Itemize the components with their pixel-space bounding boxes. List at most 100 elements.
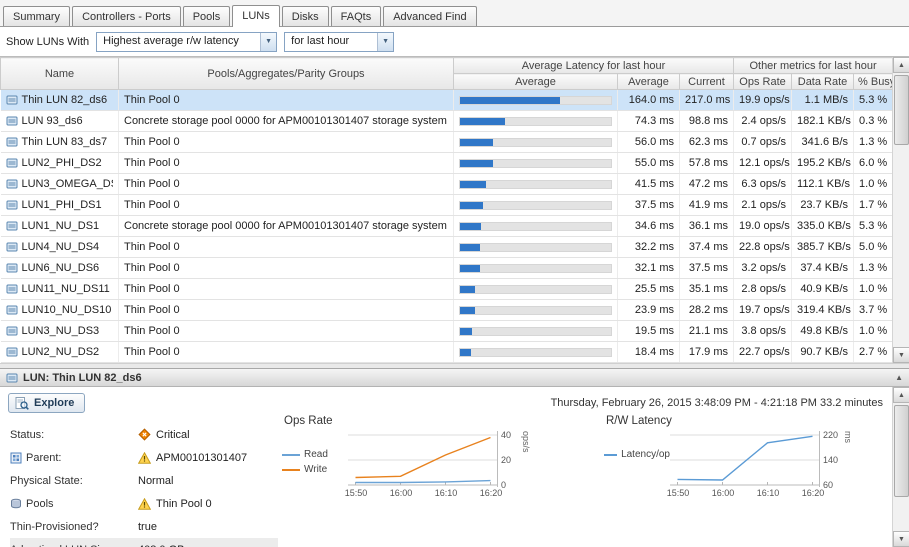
chevron-down-icon[interactable]: ▼ (260, 32, 277, 51)
latency-bar (459, 95, 612, 105)
avg-latency-cell: 41.5 ms (617, 173, 680, 195)
tab-advanced-find[interactable]: Advanced Find (383, 6, 477, 26)
scroll-thumb[interactable] (894, 405, 909, 497)
table-row[interactable]: LUN4_NU_DS4 Thin Pool 0 32.2 ms 37.4 ms 22.8… (0, 236, 894, 258)
scroll-down-button[interactable]: ▼ (893, 531, 909, 547)
table-row[interactable]: LUN2_PHI_DS2 Thin Pool 0 55.0 ms 57.8 ms 12.… (0, 152, 894, 174)
parent-icon (10, 452, 22, 464)
latency-bar (459, 116, 612, 126)
col-header-pools[interactable]: Pools/Aggregates/Parity Groups (118, 57, 454, 90)
latency-bar (459, 200, 612, 210)
table-row[interactable]: LUN11_NU_DS11 Thin Pool 0 25.5 ms 35.1 ms 2.… (0, 278, 894, 300)
data-rate-cell: 341.6 B/s (791, 131, 855, 153)
current-latency-cell: 62.3 ms (679, 131, 735, 153)
pool-cell: Thin Pool 0 (118, 131, 454, 153)
lun-name: LUN1_PHI_DS1 (21, 199, 102, 211)
latency-bar (459, 221, 612, 231)
table-row[interactable]: Thin LUN 83_ds7 Thin Pool 0 56.0 ms 62.3 ms… (0, 131, 894, 153)
tab-faqts[interactable]: FAQts (330, 6, 382, 26)
lun-icon (6, 220, 18, 232)
busy-cell: 1.3 % (853, 257, 894, 279)
table-row[interactable]: LUN1_PHI_DS1 Thin Pool 0 37.5 ms 41.9 ms 2.1… (0, 194, 894, 216)
field-label: Advertised LUN Size: (10, 544, 115, 547)
pool-cell: Thin Pool 0 (118, 236, 454, 258)
y-axis-unit: ops/s (521, 431, 531, 453)
series-color-swatch (282, 453, 300, 456)
col-header-name[interactable]: Name (0, 57, 119, 90)
busy-cell: 1.0 % (853, 173, 894, 195)
lun-icon (6, 283, 18, 295)
pool-cell: Concrete storage pool 0000 for APM001013… (118, 110, 454, 132)
current-latency-cell: 21.1 ms (679, 320, 735, 342)
detail-field: Physical State: Normal (10, 469, 278, 492)
data-rate-cell: 40.9 KB/s (791, 278, 855, 300)
col-header-ops-rate[interactable]: Ops Rate (733, 73, 793, 90)
col-header-data-rate[interactable]: Data Rate (791, 73, 855, 90)
detail-field: Thin-Provisioned? true (10, 515, 278, 538)
metric-select-value: Highest average r/w latency (103, 34, 239, 47)
tab-luns[interactable]: LUNs (232, 5, 280, 27)
table-row[interactable]: Thin LUN 82_ds6 Thin Pool 0 164.0 ms 217.0 … (0, 89, 894, 111)
scroll-thumb[interactable] (894, 75, 909, 145)
warning-icon (138, 451, 151, 464)
latency-bar-cell (453, 236, 618, 258)
lun-icon (6, 372, 18, 384)
current-latency-cell: 217.0 ms (679, 89, 735, 111)
data-rate-cell: 49.8 KB/s (791, 320, 855, 342)
data-rate-cell: 385.7 KB/s (791, 236, 855, 258)
ops-rate-cell: 3.2 ops/s (733, 257, 793, 279)
col-header-average[interactable]: Average (617, 73, 680, 90)
table-row[interactable]: LUN3_NU_DS3 Thin Pool 0 19.5 ms 21.1 ms 3.8 … (0, 320, 894, 342)
avg-latency-cell: 19.5 ms (617, 320, 680, 342)
tab-bar: Summary Controllers - Ports Pools LUNs Disks… (0, 0, 909, 27)
detail-field: Pools Thin Pool 0 (10, 492, 278, 515)
collapse-panel-button[interactable]: ▲ (895, 373, 903, 382)
tab-pools[interactable]: Pools (182, 6, 231, 26)
avg-latency-cell: 23.9 ms (617, 299, 680, 321)
busy-cell: 1.7 % (853, 194, 894, 216)
col-header-average-bar[interactable]: Average (453, 73, 618, 90)
latency-bar (459, 242, 612, 252)
table-row[interactable]: LUN1_NU_DS1 Concrete storage pool 0000 fo… (0, 215, 894, 237)
period-select[interactable]: for last hour ▼ (284, 31, 395, 52)
field-value: 408.0 GB (138, 544, 184, 547)
tab-disks[interactable]: Disks (281, 6, 329, 26)
table-scrollbar[interactable]: ▲ ▼ (892, 57, 909, 363)
latency-bar-cell (453, 278, 618, 300)
scroll-up-button[interactable]: ▲ (893, 387, 909, 403)
x-tick-label: 16:00 (711, 488, 735, 498)
field-value: Thin Pool 0 (156, 497, 212, 510)
show-luns-with-label: Show LUNs With (6, 35, 90, 48)
detail-fields: Status: Critical Parent: APM00101301407 Phys… (10, 423, 278, 547)
explore-button[interactable]: Explore (8, 393, 86, 413)
metric-select[interactable]: Highest average r/w latency ▼ (96, 31, 278, 52)
lun-icon (6, 178, 18, 190)
scroll-up-button[interactable]: ▲ (893, 57, 909, 73)
lun-icon (6, 157, 18, 169)
tab-summary[interactable]: Summary (3, 6, 71, 26)
table-row[interactable]: LUN2_NU_DS2 Thin Pool 0 18.4 ms 17.9 ms 22.7… (0, 341, 894, 363)
col-header-busy[interactable]: % Busy (853, 73, 894, 90)
busy-cell: 5.0 % (853, 236, 894, 258)
table-row[interactable]: LUN 93_ds6 Concrete storage pool 0000 for… (0, 110, 894, 132)
latency-bar-cell (453, 110, 618, 132)
col-header-current[interactable]: Current (678, 73, 735, 90)
lun-icon (6, 325, 18, 337)
chevron-down-icon[interactable]: ▼ (377, 32, 394, 51)
chart-legend: Latency/op (604, 449, 670, 460)
y-tick-label: 220 (823, 430, 839, 440)
table-row[interactable]: LUN10_NU_DS10 Thin Pool 0 23.9 ms 28.2 ms 19… (0, 299, 894, 321)
lun-name: LUN2_PHI_DS2 (21, 157, 102, 169)
field-value: true (138, 520, 157, 533)
table-row[interactable]: LUN6_NU_DS6 Thin Pool 0 32.1 ms 37.5 ms 3.2 … (0, 257, 894, 279)
panel-splitter[interactable] (0, 363, 909, 368)
scroll-down-button[interactable]: ▼ (893, 347, 909, 363)
avg-latency-cell: 37.5 ms (617, 194, 680, 216)
x-tick-label: 15:50 (666, 488, 690, 498)
avg-latency-cell: 56.0 ms (617, 131, 680, 153)
lun-name: LUN 93_ds6 (21, 115, 83, 127)
current-latency-cell: 57.8 ms (679, 152, 735, 174)
tab-controllers-ports[interactable]: Controllers - Ports (72, 6, 181, 26)
detail-scrollbar[interactable]: ▲ ▼ (892, 387, 909, 547)
